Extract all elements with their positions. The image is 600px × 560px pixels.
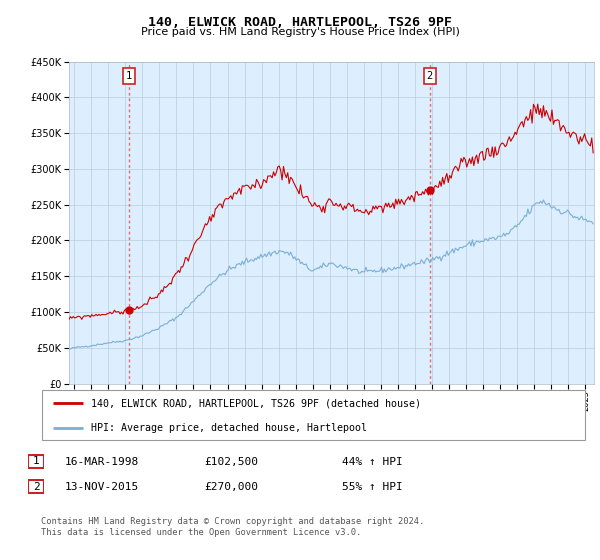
- Text: 44% ↑ HPI: 44% ↑ HPI: [342, 457, 403, 467]
- Text: Contains HM Land Registry data © Crown copyright and database right 2024.
This d: Contains HM Land Registry data © Crown c…: [41, 517, 424, 537]
- Text: 140, ELWICK ROAD, HARTLEPOOL, TS26 9PF (detached house): 140, ELWICK ROAD, HARTLEPOOL, TS26 9PF (…: [91, 398, 421, 408]
- Text: 55% ↑ HPI: 55% ↑ HPI: [342, 482, 403, 492]
- Text: Price paid vs. HM Land Registry's House Price Index (HPI): Price paid vs. HM Land Registry's House …: [140, 27, 460, 37]
- FancyBboxPatch shape: [28, 455, 44, 468]
- Text: 13-NOV-2015: 13-NOV-2015: [65, 482, 139, 492]
- Text: 2: 2: [32, 482, 40, 492]
- Text: £102,500: £102,500: [204, 457, 258, 467]
- Text: 1: 1: [126, 71, 132, 81]
- Text: 140, ELWICK ROAD, HARTLEPOOL, TS26 9PF: 140, ELWICK ROAD, HARTLEPOOL, TS26 9PF: [148, 16, 452, 29]
- Text: 1: 1: [32, 456, 40, 466]
- FancyBboxPatch shape: [28, 480, 44, 493]
- Text: £270,000: £270,000: [204, 482, 258, 492]
- Text: 2: 2: [427, 71, 433, 81]
- Text: 16-MAR-1998: 16-MAR-1998: [65, 457, 139, 467]
- Text: HPI: Average price, detached house, Hartlepool: HPI: Average price, detached house, Hart…: [91, 423, 367, 433]
- FancyBboxPatch shape: [42, 390, 585, 440]
